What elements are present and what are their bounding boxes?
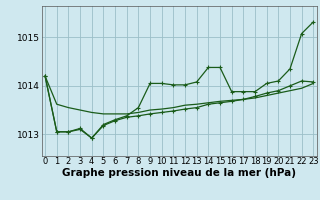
X-axis label: Graphe pression niveau de la mer (hPa): Graphe pression niveau de la mer (hPa) [62,168,296,178]
